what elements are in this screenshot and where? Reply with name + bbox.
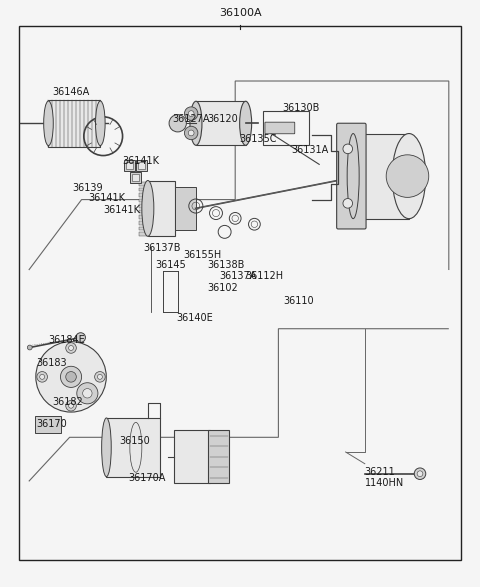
Circle shape — [417, 471, 423, 477]
Text: 36141K: 36141K — [89, 193, 126, 204]
Bar — [139, 182, 148, 185]
Bar — [139, 215, 148, 219]
FancyBboxPatch shape — [130, 172, 141, 183]
Circle shape — [37, 372, 48, 382]
Text: 36139: 36139 — [72, 183, 103, 193]
FancyBboxPatch shape — [132, 174, 139, 181]
Text: 36138B: 36138B — [207, 260, 245, 271]
FancyBboxPatch shape — [48, 100, 100, 147]
Circle shape — [386, 155, 429, 197]
Text: 36146A: 36146A — [53, 87, 90, 97]
Text: 36102: 36102 — [207, 282, 238, 293]
Text: 36137B: 36137B — [143, 242, 180, 253]
Ellipse shape — [190, 102, 202, 146]
FancyBboxPatch shape — [136, 160, 147, 171]
Text: 36140E: 36140E — [177, 313, 214, 323]
Text: 36127A: 36127A — [173, 114, 210, 124]
Bar — [263, 111, 309, 145]
Circle shape — [95, 372, 105, 382]
Text: 36150: 36150 — [119, 436, 150, 447]
FancyBboxPatch shape — [124, 160, 135, 171]
Bar — [139, 210, 148, 214]
Circle shape — [83, 389, 92, 398]
Circle shape — [343, 198, 353, 208]
FancyBboxPatch shape — [107, 418, 160, 477]
FancyBboxPatch shape — [174, 430, 210, 483]
Circle shape — [66, 343, 76, 353]
Ellipse shape — [96, 101, 105, 146]
FancyBboxPatch shape — [126, 162, 133, 169]
Text: 36155H: 36155H — [183, 249, 222, 260]
Circle shape — [188, 111, 194, 116]
Bar — [139, 199, 148, 203]
Bar — [139, 188, 148, 191]
FancyBboxPatch shape — [35, 416, 61, 433]
Circle shape — [69, 403, 73, 408]
Circle shape — [76, 333, 85, 342]
Text: 36145: 36145 — [155, 260, 186, 271]
Circle shape — [27, 345, 32, 350]
Text: 36141K: 36141K — [103, 205, 140, 215]
Ellipse shape — [44, 101, 53, 146]
Text: 36137A: 36137A — [219, 271, 256, 282]
Circle shape — [169, 114, 186, 132]
FancyBboxPatch shape — [148, 181, 176, 237]
Bar — [139, 193, 148, 197]
Bar — [139, 232, 148, 236]
Text: 36184E: 36184E — [48, 335, 85, 346]
FancyBboxPatch shape — [336, 123, 366, 229]
Circle shape — [60, 366, 82, 387]
Text: 36211: 36211 — [365, 467, 396, 477]
Circle shape — [97, 375, 102, 379]
FancyBboxPatch shape — [138, 162, 145, 169]
Circle shape — [184, 126, 198, 140]
Text: 36120: 36120 — [207, 114, 238, 124]
FancyBboxPatch shape — [353, 134, 409, 219]
Text: 36183: 36183 — [36, 357, 67, 368]
Text: 36100A: 36100A — [219, 8, 261, 18]
Circle shape — [343, 144, 353, 154]
Ellipse shape — [392, 134, 426, 219]
FancyBboxPatch shape — [265, 122, 295, 134]
Text: 36182: 36182 — [53, 396, 84, 407]
Circle shape — [66, 400, 76, 411]
Text: 36112H: 36112H — [246, 271, 284, 282]
Circle shape — [69, 346, 73, 350]
Circle shape — [77, 383, 98, 404]
Text: 36131A: 36131A — [291, 144, 329, 155]
FancyBboxPatch shape — [208, 430, 229, 483]
Circle shape — [66, 372, 76, 382]
FancyBboxPatch shape — [176, 187, 196, 230]
Text: 36170A: 36170A — [129, 473, 166, 484]
Text: 36110: 36110 — [284, 296, 314, 306]
FancyBboxPatch shape — [196, 102, 246, 146]
Circle shape — [36, 342, 106, 412]
Ellipse shape — [142, 181, 154, 237]
Bar — [139, 221, 148, 225]
Circle shape — [414, 468, 426, 480]
Bar — [139, 204, 148, 208]
Text: 36130B: 36130B — [282, 103, 320, 113]
Circle shape — [188, 130, 194, 136]
Ellipse shape — [347, 134, 359, 219]
Ellipse shape — [102, 418, 111, 477]
Text: 36141K: 36141K — [122, 156, 159, 166]
Circle shape — [184, 107, 198, 120]
Text: 1140HN: 1140HN — [365, 477, 404, 488]
Ellipse shape — [240, 102, 252, 146]
Bar — [139, 227, 148, 230]
Text: 36170: 36170 — [36, 419, 67, 429]
Text: 36135C: 36135C — [239, 134, 276, 144]
Circle shape — [40, 375, 45, 379]
